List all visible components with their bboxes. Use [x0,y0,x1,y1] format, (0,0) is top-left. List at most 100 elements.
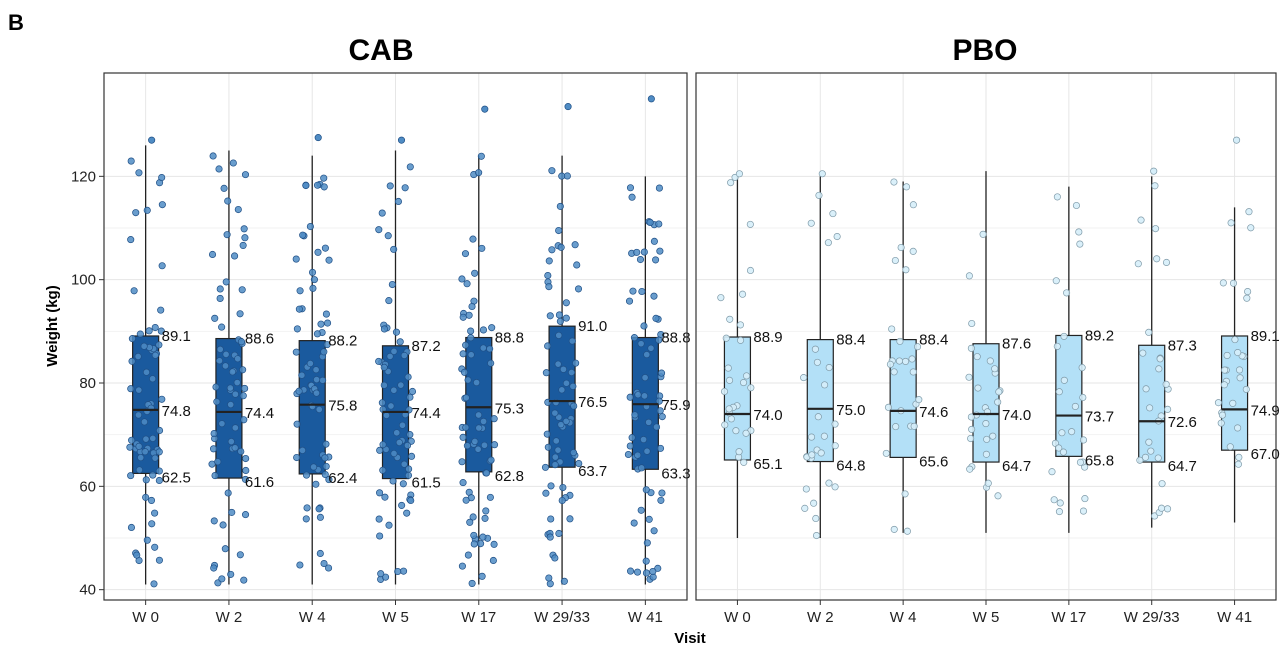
q1-label: 67.0 [1251,446,1280,463]
data-point [544,443,552,451]
data-point [155,448,163,456]
data-point [293,420,301,428]
data-point [315,405,323,414]
data-point [901,490,909,498]
data-point [1151,225,1160,233]
data-point [1078,364,1086,372]
data-point [211,314,219,322]
data-point [554,360,562,368]
outlier-point [735,170,743,178]
data-point [241,384,249,392]
data-point [376,489,384,497]
data-point [558,496,566,505]
data-point [1075,228,1083,236]
data-point [747,384,755,392]
data-point [815,191,823,199]
data-point [552,437,560,445]
data-point [219,521,227,529]
data-point [1155,365,1163,373]
data-point [135,442,143,450]
data-point [393,429,401,437]
data-point [134,411,143,419]
data-point [380,325,388,333]
data-point [658,369,666,377]
q1-label: 65.1 [753,456,782,473]
data-point [1048,468,1056,476]
data-point [406,393,414,401]
data-point [643,447,651,455]
data-point [216,345,224,353]
data-point [882,449,890,457]
data-point [652,314,660,322]
q3-label: 88.8 [661,330,690,347]
data-point [320,183,328,191]
data-point [547,515,555,523]
data-point [380,363,388,371]
data-point [800,374,808,382]
data-point [475,411,483,419]
data-point [812,531,821,540]
data-point [742,372,751,380]
data-point [965,373,973,381]
data-point [135,386,143,394]
data-point [313,376,321,384]
data-point [910,422,918,430]
data-point [1227,219,1235,227]
data-point [320,348,328,356]
data-point [1229,399,1237,407]
data-point [542,369,550,377]
data-point [546,533,554,541]
data-point [801,504,809,512]
data-point [459,433,467,441]
data-point [831,483,839,491]
data-point [649,567,657,576]
outlier-point [647,95,655,103]
data-point [726,376,734,384]
data-point [807,219,815,227]
data-point [994,398,1002,406]
data-point [1055,508,1063,516]
data-point [490,441,499,449]
data-point [223,231,231,239]
data-point [396,338,404,346]
data-point [569,382,577,390]
data-point [210,564,218,572]
outlier-point [1233,136,1241,144]
data-point [557,421,565,429]
data-point [322,440,330,448]
data-point [218,575,226,583]
outlier-point [397,136,406,144]
data-point [643,539,651,547]
data-point [459,350,467,358]
data-point [739,290,747,298]
data-point [471,269,479,277]
data-point [240,416,248,424]
data-point [149,471,157,479]
data-point [234,205,242,214]
data-point [239,366,247,374]
data-point [227,438,235,446]
median-label: 74.4 [245,405,274,422]
data-point [468,302,476,311]
data-point [555,226,563,235]
data-point [1221,366,1229,374]
x-axis-title: Visit [674,630,705,647]
data-point [479,344,487,352]
data-point [652,423,661,431]
data-point [458,458,466,466]
data-point [624,450,632,459]
data-point [637,464,646,472]
data-point [642,569,650,577]
data-point [646,218,654,226]
median-label: 76.5 [578,394,607,411]
data-point [562,417,570,425]
data-point [656,407,664,415]
data-point [641,374,649,382]
data-point [467,334,475,342]
data-point [460,368,469,376]
median-label: 74.0 [753,407,782,424]
box-iqr [1138,344,1166,463]
data-point [967,434,975,443]
data-point [240,225,248,233]
data-point [544,342,552,350]
